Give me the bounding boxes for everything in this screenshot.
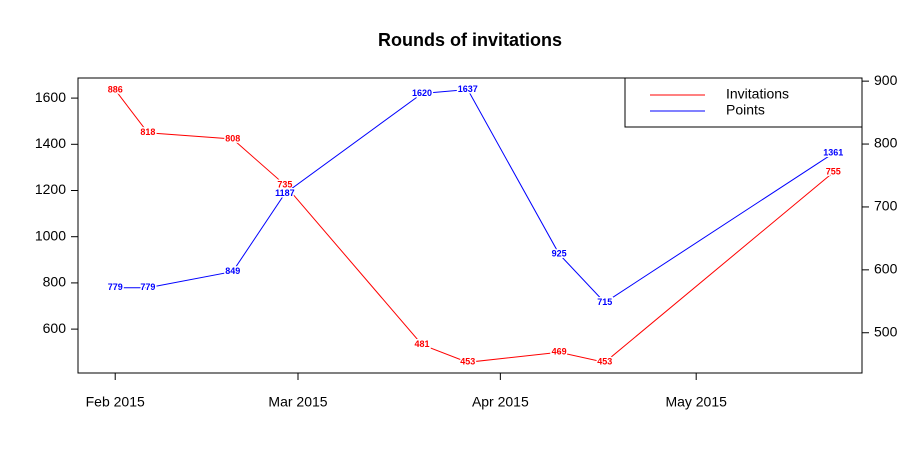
- y2-tick-label: 500: [874, 323, 898, 339]
- y2-tick-label: 700: [874, 198, 898, 214]
- y2-tick-label: 800: [874, 135, 898, 151]
- value-label: 779: [140, 282, 155, 292]
- y2-tick-label: 900: [874, 72, 898, 88]
- x-tick-label: Mar 2015: [268, 394, 327, 410]
- value-label: 481: [415, 339, 430, 349]
- value-label: 886: [108, 84, 123, 94]
- y-tick-label: 600: [43, 320, 67, 336]
- value-label: 453: [460, 357, 475, 367]
- value-label: 925: [552, 248, 567, 258]
- x-tick-label: Feb 2015: [86, 394, 145, 410]
- value-label: 779: [108, 282, 123, 292]
- value-label: 818: [140, 127, 155, 137]
- value-label: 755: [826, 167, 841, 177]
- value-label: 469: [552, 347, 567, 357]
- series-line: [114, 89, 834, 363]
- y-tick-label: 1200: [35, 181, 66, 197]
- value-label: 1361: [823, 148, 843, 158]
- y-tick-label: 1600: [35, 89, 66, 105]
- value-label: 849: [225, 266, 240, 276]
- series-line: [115, 89, 834, 304]
- value-label: 453: [597, 357, 612, 367]
- value-label: 1187: [275, 188, 295, 198]
- value-label: 1637: [458, 84, 478, 94]
- plot-frame: [77, 77, 863, 374]
- x-tick-label: May 2015: [665, 394, 727, 410]
- y-tick-label: 800: [43, 274, 67, 290]
- value-label: 808: [225, 133, 240, 143]
- x-tick-label: Apr 2015: [472, 394, 529, 410]
- value-label: 715: [597, 297, 612, 307]
- chart-title: Rounds of invitations: [378, 30, 562, 50]
- legend-label: Invitations: [726, 86, 789, 102]
- value-label: 1620: [412, 88, 432, 98]
- y2-tick-label: 600: [874, 261, 898, 277]
- value-label: 735: [277, 179, 292, 189]
- y-tick-label: 1400: [35, 135, 66, 151]
- legend-box: [624, 77, 863, 128]
- y-tick-label: 1000: [35, 227, 66, 243]
- legend-label: Points: [726, 102, 765, 118]
